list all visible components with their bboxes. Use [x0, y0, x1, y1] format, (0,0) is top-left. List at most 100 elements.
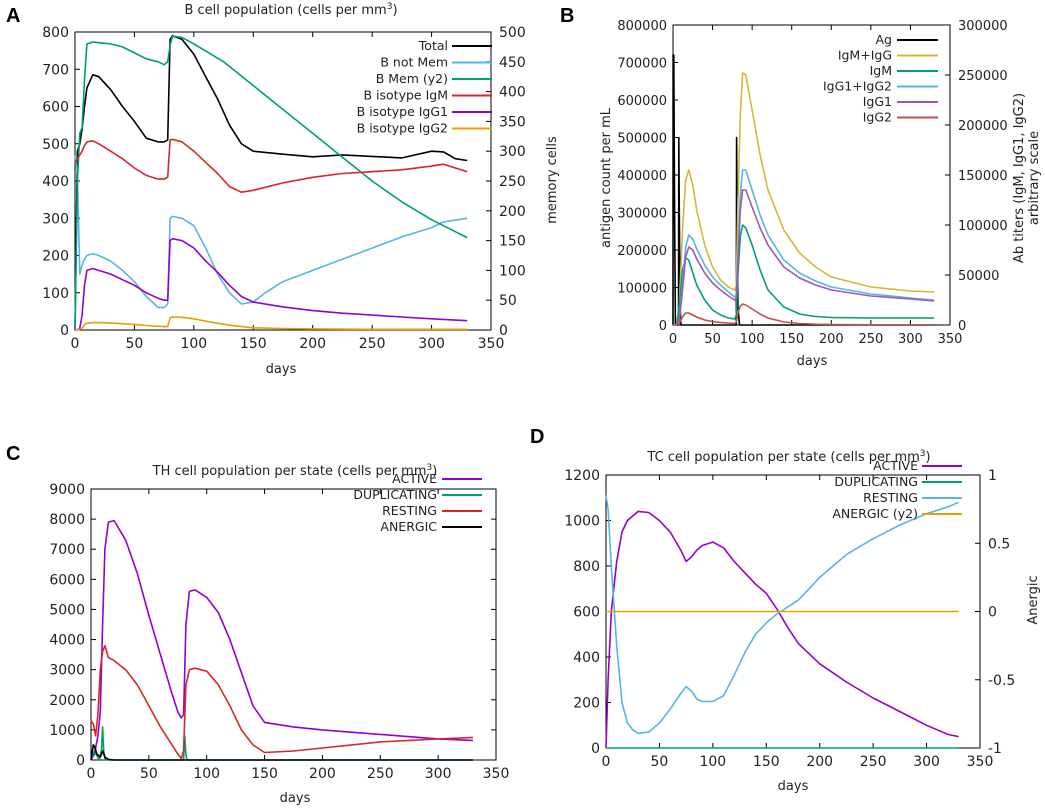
x-tick-label: 350	[483, 766, 510, 782]
y-right-tick-label: 50	[499, 293, 517, 309]
x-tick-label: 0	[87, 766, 96, 782]
series-line-igg1	[672, 189, 935, 326]
x-tick-label: 200	[309, 766, 336, 782]
x-tick-label: 50	[126, 336, 144, 352]
x-tick-label: 250	[367, 766, 394, 782]
y-tick-label: 400000	[617, 169, 667, 184]
series-line-resting	[90, 644, 473, 760]
y-right-tick-label: 100000	[958, 219, 1008, 234]
x-tick-label: 350	[938, 332, 963, 347]
y-right-tick-label: 400	[499, 85, 526, 101]
y-tick-label: 400	[573, 650, 600, 666]
y-tick-label: 8000	[49, 512, 85, 528]
panel-a-chart: 0 50 100 150 200 250 300 3500100200300400500600…	[42, 25, 525, 352]
x-tick-label: 50	[704, 332, 721, 347]
x-tick-label: 100	[180, 336, 207, 352]
y-tick-label: 0	[60, 323, 69, 339]
y-right-tick-label: 1	[988, 468, 997, 484]
panel-letter-d: D	[530, 426, 544, 448]
x-tick-label: 250	[359, 336, 386, 352]
panel-b-xlabel: days	[797, 354, 828, 369]
x-tick-label: 0	[71, 336, 80, 352]
series-line-ag	[672, 54, 935, 326]
panel-b-chart: 0 50 100 150 200 250 300 3500100000200000300000…	[617, 19, 1007, 347]
series-line-active	[605, 510, 959, 749]
panel-c-title: TH cell population per state (cells per …	[152, 463, 438, 479]
x-tick-label: 0	[602, 754, 611, 770]
panel-letter-b: B	[560, 5, 574, 27]
y-right-tick-label: 250000	[958, 69, 1008, 84]
x-tick-label: 200	[299, 336, 326, 352]
legend-label: RESTING	[863, 490, 918, 505]
x-tick-label: 350	[478, 336, 505, 352]
y-tick-label: 100	[42, 286, 69, 302]
series-line-b-mem-y2-	[74, 35, 468, 331]
y-tick-label: 800	[573, 559, 600, 575]
panel-d-title: TC cell population per state (cells per …	[646, 449, 930, 465]
panel-c-xlabel: days	[280, 791, 311, 806]
series-line-igm-igg	[672, 72, 935, 326]
legend-label: IgG1	[863, 94, 892, 109]
y-right-tick-label: -0.5	[988, 673, 1015, 689]
x-tick-label: 100	[193, 766, 220, 782]
panel-d-ylabel-right: Anergic	[1026, 575, 1041, 624]
legend-label: ANERGIC (y2)	[832, 506, 918, 521]
y-tick-label: 600	[573, 605, 600, 621]
legend-label: Ag	[876, 32, 893, 47]
x-tick-label: 50	[140, 766, 158, 782]
series-line-b-isotype-igg2	[75, 316, 468, 331]
y-tick-label: 200	[573, 696, 600, 712]
legend-label: IgG1+IgG2	[823, 79, 892, 94]
y-tick-label: 0	[76, 753, 85, 769]
y-right-tick-label: 250	[499, 174, 526, 190]
panel-c-chart: 0 50 100 150 200 250 300 350 0 1000 2000 3000 4000 50…	[49, 471, 509, 782]
legend-label: ANERGIC	[380, 519, 437, 534]
series-line-anergic	[90, 744, 473, 761]
legend-label: Total	[418, 38, 448, 53]
x-tick-label: 150	[240, 336, 267, 352]
x-tick-label: 150	[753, 754, 780, 770]
x-tick-label: 100	[740, 332, 765, 347]
y-tick-label: 1000	[564, 514, 600, 530]
panel-b-ylabel-right-1: Ab titers (IgM, IgG1, IgG2)	[1012, 93, 1027, 263]
legend-label: B not Mem	[380, 55, 448, 70]
y-tick-label: 3000	[49, 663, 85, 679]
series-line-b-isotype-igg1	[75, 237, 468, 331]
y-tick-label: 9000	[49, 482, 85, 498]
x-tick-label: 100	[699, 754, 726, 770]
y-right-tick-label: 0	[958, 319, 966, 334]
y-tick-label: 200000	[617, 244, 667, 259]
panel-d-chart: 0 50 100 150 200 250 300 350 0 200 400 600 800 1000 12…	[564, 458, 1015, 770]
legend-label: ACTIVE	[873, 458, 918, 473]
y-right-tick-label: 100	[499, 263, 526, 279]
panel-d-xlabel: days	[778, 779, 809, 794]
panel-b-ylabel-left: antigen count per mL	[599, 107, 614, 248]
y-right-tick-label: 200000	[958, 119, 1008, 134]
x-tick-label: 200	[819, 332, 844, 347]
y-tick-label: 200	[42, 249, 69, 265]
y-right-tick-label: 300	[499, 144, 526, 160]
legend-label: IgM+IgG	[838, 48, 892, 63]
y-right-tick-label: 500	[499, 25, 526, 41]
y-tick-label: 500	[42, 137, 69, 153]
y-right-tick-label: -1	[988, 741, 1002, 757]
y-tick-label: 800000	[617, 19, 667, 34]
x-tick-label: 350	[967, 754, 994, 770]
y-tick-label: 4000	[49, 633, 85, 649]
panel-a-xlabel: days	[266, 362, 297, 377]
legend-label: ACTIVE	[392, 471, 437, 486]
x-tick-label: 300	[898, 332, 923, 347]
series-line-resting	[605, 495, 959, 734]
y-right-tick-label: 50000	[958, 269, 999, 284]
y-right-tick-label: 150000	[958, 169, 1008, 184]
panel-letter-a: A	[6, 5, 20, 27]
y-right-tick-label: 300000	[958, 19, 1008, 34]
panel-letter-c: C	[6, 443, 20, 465]
y-tick-label: 2000	[49, 693, 85, 709]
series-line-igg1-igg2	[672, 169, 935, 326]
x-tick-label: 50	[651, 754, 669, 770]
legend-label: B isotype IgM	[364, 88, 449, 103]
y-tick-label: 300	[42, 211, 69, 227]
legend-label: IgM	[870, 63, 892, 78]
